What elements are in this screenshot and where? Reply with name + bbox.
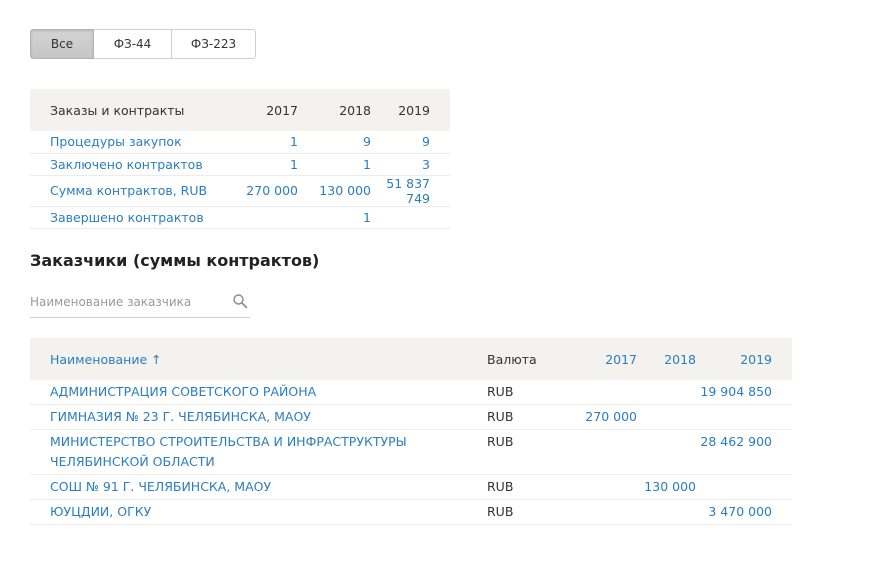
- summary-cell-2019[interactable]: 51 837 749: [371, 175, 450, 207]
- customer-name-link[interactable]: МИНИСТЕРСТВО СТРОИТЕЛЬСТВА И ИНФРАСТРУКТ…: [30, 429, 487, 475]
- table-row: ГИМНАЗИЯ № 23 Г. ЧЕЛЯБИНСКА, МАОУ RUB 27…: [30, 404, 792, 430]
- customer-name-link[interactable]: ГИМНАЗИЯ № 23 Г. ЧЕЛЯБИНСКА, МАОУ: [30, 404, 487, 430]
- summary-header-label: Заказы и контракты: [30, 89, 230, 131]
- amount-2019-cell[interactable]: [696, 474, 792, 500]
- summary-cell-2019[interactable]: 9: [371, 131, 450, 154]
- customers-table: Наименование ↑ Валюта 2017 2018 2019 АДМИ…: [30, 338, 792, 525]
- customer-name-link[interactable]: АДМИНИСТРАЦИЯ СОВЕТСКОГО РАЙОНА: [30, 380, 487, 405]
- summary-cell-2018[interactable]: 130 000: [298, 175, 371, 207]
- table-row: МИНИСТЕРСТВО СТРОИТЕЛЬСТВА И ИНФРАСТРУКТ…: [30, 429, 792, 475]
- column-header-2017[interactable]: 2017: [567, 338, 637, 380]
- currency-cell: RUB: [487, 499, 567, 525]
- column-header-name[interactable]: Наименование ↑: [30, 338, 487, 380]
- summary-cell-2018[interactable]: 1: [298, 153, 371, 176]
- summary-header-row: Заказы и контракты 2017 2018 2019: [30, 89, 450, 131]
- amount-2019-cell[interactable]: [696, 404, 792, 430]
- customers-header-row: Наименование ↑ Валюта 2017 2018 2019: [30, 338, 792, 380]
- amount-2018-cell[interactable]: [637, 404, 696, 430]
- amount-2018-cell[interactable]: [637, 429, 696, 475]
- orders-contracts-summary-table: Заказы и контракты 2017 2018 2019 Процед…: [30, 89, 450, 229]
- amount-2019-cell[interactable]: 3 470 000: [696, 499, 792, 525]
- summary-row-label[interactable]: Завершено контрактов: [30, 206, 230, 229]
- currency-cell: RUB: [487, 404, 567, 430]
- currency-cell: RUB: [487, 474, 567, 500]
- summary-header-2019: 2019: [371, 89, 450, 131]
- summary-row-procedures: Процедуры закупок 1 9 9: [30, 131, 450, 154]
- customer-search-input[interactable]: [30, 290, 225, 314]
- tab-fz-223[interactable]: ФЗ-223: [172, 29, 256, 59]
- amount-2017-cell[interactable]: [567, 380, 637, 405]
- column-header-2019[interactable]: 2019: [696, 338, 792, 380]
- tab-fz-44[interactable]: ФЗ-44: [94, 29, 172, 59]
- table-row: СОШ № 91 Г. ЧЕЛЯБИНСКА, МАОУ RUB 130 000: [30, 474, 792, 500]
- summary-row-contracts-concluded: Заключено контрактов 1 1 3: [30, 153, 450, 176]
- summary-cell-2018[interactable]: 1: [298, 206, 371, 229]
- summary-cell-2019[interactable]: [371, 206, 450, 229]
- column-header-name-label: Наименование: [50, 351, 148, 367]
- amount-2018-cell[interactable]: [637, 499, 696, 525]
- tab-all[interactable]: Все: [30, 29, 94, 59]
- summary-cell-2017[interactable]: [230, 206, 298, 229]
- sort-ascending-icon: ↑: [151, 351, 162, 367]
- table-row: ЮУЦДИИ, ОГКУ RUB 3 470 000: [30, 499, 792, 525]
- amount-2017-cell[interactable]: 270 000: [567, 404, 637, 430]
- customers-section-title: Заказчики (суммы контрактов): [30, 251, 320, 270]
- summary-row-label[interactable]: Заключено контрактов: [30, 153, 230, 176]
- customer-search: [30, 290, 250, 318]
- summary-row-label[interactable]: Сумма контрактов, RUB: [30, 175, 230, 207]
- column-header-currency: Валюта: [487, 338, 567, 380]
- summary-cell-2018[interactable]: 9: [298, 131, 371, 154]
- currency-cell: RUB: [487, 429, 567, 475]
- amount-2017-cell[interactable]: [567, 474, 637, 500]
- search-icon[interactable]: [232, 293, 248, 309]
- amount-2017-cell[interactable]: [567, 499, 637, 525]
- amount-2019-cell[interactable]: 19 904 850: [696, 380, 792, 405]
- customer-name-link[interactable]: СОШ № 91 Г. ЧЕЛЯБИНСКА, МАОУ: [30, 474, 487, 500]
- amount-2019-cell[interactable]: 28 462 900: [696, 429, 792, 475]
- law-filter-tabs: Все ФЗ-44 ФЗ-223: [30, 29, 256, 59]
- summary-header-2018: 2018: [298, 89, 371, 131]
- customer-name-link[interactable]: ЮУЦДИИ, ОГКУ: [30, 499, 487, 525]
- summary-cell-2017[interactable]: 270 000: [230, 175, 298, 207]
- amount-2018-cell[interactable]: [637, 380, 696, 405]
- table-row: АДМИНИСТРАЦИЯ СОВЕТСКОГО РАЙОНА RUB 19 9…: [30, 380, 792, 405]
- summary-cell-2017[interactable]: 1: [230, 153, 298, 176]
- summary-header-2017: 2017: [230, 89, 298, 131]
- summary-row-contracts-completed: Завершено контрактов 1: [30, 206, 450, 229]
- summary-cell-2017[interactable]: 1: [230, 131, 298, 154]
- column-header-2018[interactable]: 2018: [637, 338, 696, 380]
- amount-2017-cell[interactable]: [567, 429, 637, 475]
- summary-row-label[interactable]: Процедуры закупок: [30, 131, 230, 154]
- currency-cell: RUB: [487, 380, 567, 405]
- summary-row-contracts-sum: Сумма контрактов, RUB 270 000 130 000 51…: [30, 175, 450, 207]
- amount-2018-cell[interactable]: 130 000: [637, 474, 696, 500]
- summary-cell-2019[interactable]: 3: [371, 153, 450, 176]
